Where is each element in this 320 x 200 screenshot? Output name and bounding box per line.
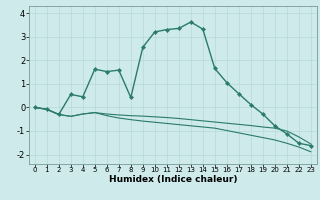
X-axis label: Humidex (Indice chaleur): Humidex (Indice chaleur) (108, 175, 237, 184)
